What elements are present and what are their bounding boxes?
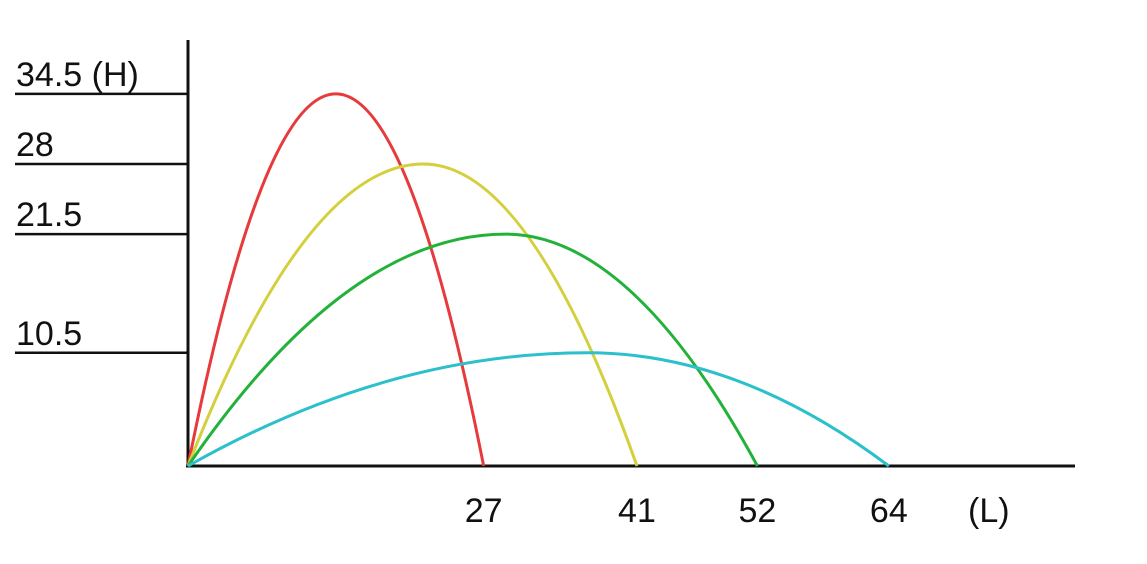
trajectory — [186, 162, 639, 467]
x-tick-label: 27 — [465, 492, 503, 530]
x-tick-label: 52 — [739, 492, 777, 530]
y-tick-label: 28 — [16, 126, 54, 164]
trajectory — [187, 351, 890, 468]
trajectory — [186, 92, 486, 467]
x-axis-label: (L) — [968, 492, 1010, 530]
y-tick-label: 34.5 (H) — [16, 56, 139, 94]
y-tick-label: 10.5 — [16, 315, 82, 353]
trajectory — [186, 232, 759, 467]
x-tick-label: 41 — [618, 492, 656, 530]
x-tick-label: 64 — [870, 492, 908, 530]
y-tick-label: 21.5 — [16, 196, 82, 234]
